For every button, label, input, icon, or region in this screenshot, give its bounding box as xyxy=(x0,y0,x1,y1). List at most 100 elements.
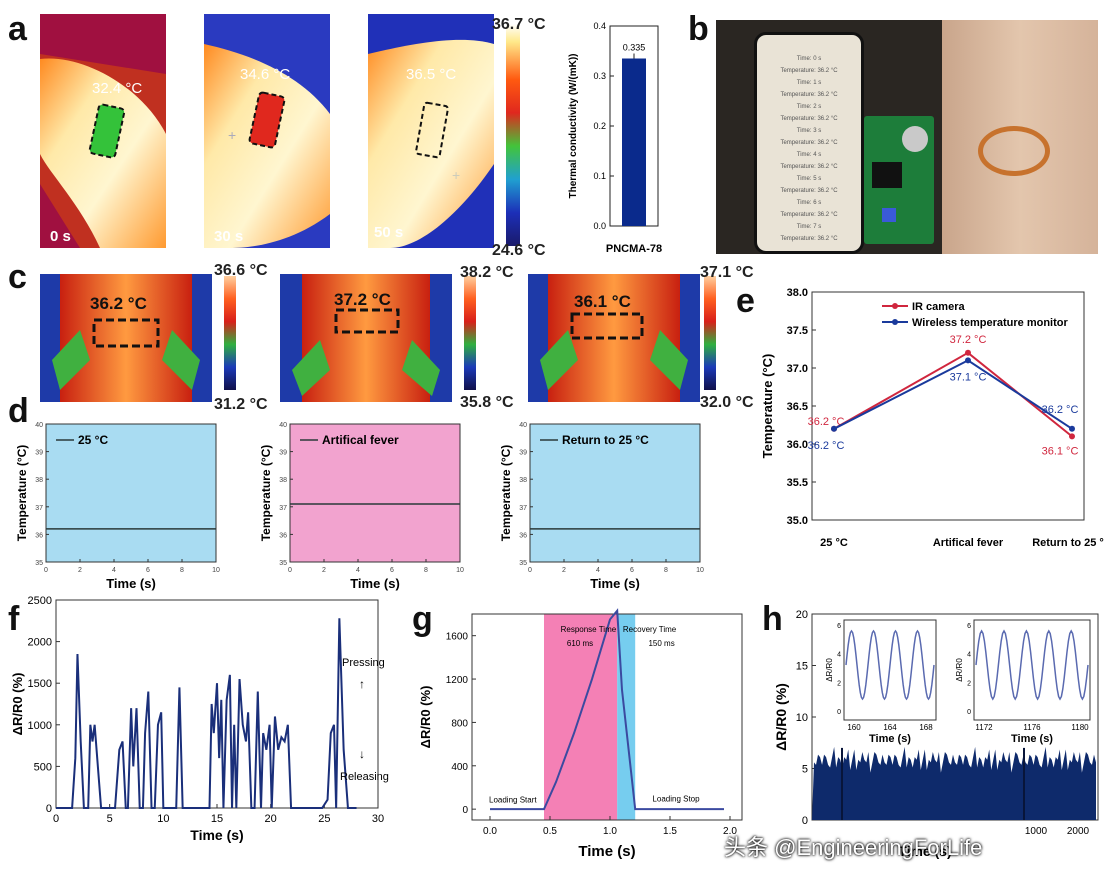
series-point xyxy=(831,425,837,432)
inset-x-tick-label: 164 xyxy=(883,723,897,732)
colorbar-a xyxy=(506,24,520,246)
x-tick-label: 4 xyxy=(356,567,360,574)
phone-line: Temperature: 36.2 °C xyxy=(780,188,838,194)
inset-y-label: ΔR/R0 xyxy=(825,658,834,682)
series-point xyxy=(965,357,971,364)
circuit-board xyxy=(864,116,934,244)
plot-background xyxy=(289,423,461,563)
x-tick-label: 8 xyxy=(180,567,184,574)
series-point xyxy=(1069,433,1075,440)
x-tick-label: 0.0 xyxy=(483,826,497,837)
y-tick-label: 20 xyxy=(796,609,808,621)
x-tick-label: 2 xyxy=(562,567,566,574)
x-tick-label: 0 xyxy=(528,567,532,574)
x-tick-label: 10 xyxy=(456,567,464,574)
inset-y-label: ΔR/R0 xyxy=(955,658,964,682)
y-tick-label: 1000 xyxy=(28,720,52,732)
y-tick-label: 1200 xyxy=(446,675,469,686)
bar-pncma xyxy=(622,58,646,226)
series-line-0 xyxy=(833,351,1073,438)
panel-a-thermal-images: + + xyxy=(40,14,520,248)
point-label: 37.2 °C xyxy=(950,334,987,346)
y-tick-label: 0.3 xyxy=(593,71,606,81)
c-frame-3 xyxy=(528,274,716,402)
c-cbar-1-max: 36.6 °C xyxy=(214,262,268,279)
x-tick-label: 4 xyxy=(112,567,116,574)
x-tick-label: 8 xyxy=(664,567,668,574)
y-tick-label: 37 xyxy=(35,505,43,512)
frame-2-temp: 34.6 °C xyxy=(240,66,291,83)
c-frame-2 xyxy=(280,274,476,402)
panel-letter-a: a xyxy=(8,10,27,48)
copper-coil xyxy=(978,126,1050,176)
region-value-response: 610 ms xyxy=(567,639,593,648)
x-tick-label: 8 xyxy=(424,567,428,574)
x-tick-label: 1.5 xyxy=(663,826,677,837)
panel-letter-f: f xyxy=(8,600,20,638)
inset-x-label: Time (s) xyxy=(1011,733,1053,745)
x-tick-label: 6 xyxy=(390,567,394,574)
y-tick-label: 2500 xyxy=(28,595,52,607)
phone-line: Time: 3 s xyxy=(796,128,822,134)
panel-letter-g: g xyxy=(412,600,433,638)
x-tick-label: 15 xyxy=(211,813,223,825)
inset-y-tick-label: 0 xyxy=(967,709,971,716)
point-label: 37.1 °C xyxy=(950,371,987,383)
annotation-releasing: Releasing xyxy=(340,771,389,783)
panel-letter-b: b xyxy=(688,10,709,48)
colorbar-a-min: 24.6 °C xyxy=(492,242,546,259)
y-tick-label: 0 xyxy=(802,815,808,827)
phone-line: Temperature: 36.2 °C xyxy=(780,116,838,122)
plot-frame xyxy=(471,613,743,821)
signal-band xyxy=(812,746,1096,820)
y-axis-label: ΔR/R0 (%) xyxy=(773,683,789,751)
legend-marker xyxy=(892,303,898,309)
phone-line: Time: 1 s xyxy=(796,80,822,86)
y-axis-label: ΔR/R0 (%) xyxy=(418,686,433,749)
inset-x-tick-label: 1172 xyxy=(975,723,993,732)
inset-y-tick-label: 0 xyxy=(837,709,841,716)
y-axis-label: Temperature (°C) xyxy=(760,354,775,459)
y-tick-label: 15 xyxy=(796,661,808,673)
phone-line: Temperature: 36.2 °C xyxy=(780,212,838,218)
legend-label: 25 °C xyxy=(78,433,108,447)
chart-d3: 0 2 4 6 8 10 35 36 37 38 39 40 Return to 25 °C Time (… xyxy=(499,422,704,591)
phone-line: Time: 5 s xyxy=(796,176,822,182)
arrow-up: ↑ xyxy=(359,677,365,691)
x-tick-label: 10 xyxy=(696,567,704,574)
x-tick-label: 10 xyxy=(157,813,169,825)
inset-x-tick-label: 160 xyxy=(847,723,861,732)
response-line xyxy=(56,618,357,809)
inset-x-tick-label: 168 xyxy=(919,723,933,732)
plot-background xyxy=(529,423,701,563)
y-tick-label: 40 xyxy=(279,422,287,429)
watermark: 头条 @EngineeringForLife xyxy=(724,835,983,860)
y-tick-label: 35 xyxy=(519,560,527,567)
y-tick-label: 36 xyxy=(519,532,527,539)
x-tick-label: 2.0 xyxy=(723,826,737,837)
inset-wave-0 xyxy=(845,629,935,701)
y-tick-label: 35 xyxy=(35,560,43,567)
x-tick-label: 4 xyxy=(596,567,600,574)
phone-line: Time: 7 s xyxy=(796,224,822,230)
c-frame-1-temp: 36.2 °C xyxy=(90,294,147,313)
c-frame-3-temp: 36.1 °C xyxy=(574,292,631,311)
coin-battery xyxy=(902,126,928,152)
annotation-pressing: Pressing xyxy=(342,657,385,669)
inset-y-tick-label: 6 xyxy=(967,623,971,630)
chart-d2: 0 2 4 6 8 10 35 36 37 38 39 40 Artifical fever Time (… xyxy=(259,422,464,591)
y-tick-label: 0.1 xyxy=(593,171,606,181)
x-tick-label: 20 xyxy=(265,813,277,825)
point-label: 36.2 °C xyxy=(808,416,845,428)
point-label: 36.2 °C xyxy=(1042,404,1079,416)
inset-x-tick-label: 1180 xyxy=(1071,723,1089,732)
point-label: 36.1 °C xyxy=(1042,445,1079,457)
y-tick-label: 36 xyxy=(279,532,287,539)
inset-y-tick-label: 4 xyxy=(837,652,841,659)
y-tick-label: 1500 xyxy=(28,678,52,690)
y-tick-label: 400 xyxy=(451,762,468,773)
x-tick-label: 25 °C xyxy=(820,537,848,549)
panel-c-thermal-images xyxy=(40,274,716,402)
arrow-down: ↓ xyxy=(359,747,365,761)
x-tick-label: 1.0 xyxy=(603,826,617,837)
